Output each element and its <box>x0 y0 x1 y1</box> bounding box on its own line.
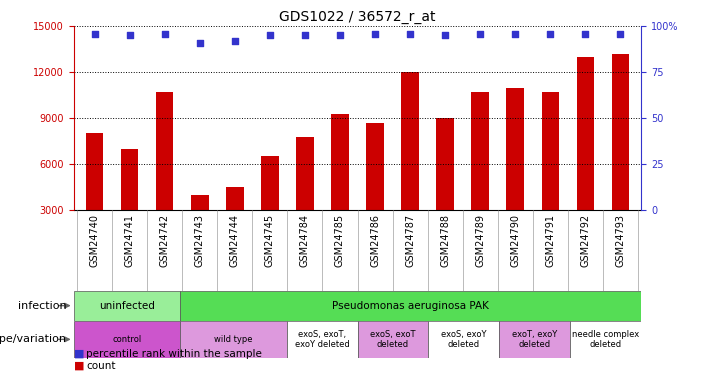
Bar <box>332 114 349 256</box>
Bar <box>261 156 278 256</box>
Text: GSM24785: GSM24785 <box>335 214 345 267</box>
Bar <box>571 321 641 358</box>
Text: exoT, exoY
deleted: exoT, exoY deleted <box>512 330 557 349</box>
Text: GSM24792: GSM24792 <box>580 214 590 267</box>
Point <box>264 33 275 39</box>
Point <box>545 31 556 37</box>
Text: Pseudomonas aeruginosa PAK: Pseudomonas aeruginosa PAK <box>332 301 489 310</box>
Text: ■: ■ <box>74 349 84 358</box>
Bar <box>577 57 594 256</box>
Bar <box>436 118 454 256</box>
Bar <box>402 72 419 256</box>
Bar <box>471 92 489 256</box>
Text: GSM24741: GSM24741 <box>125 214 135 267</box>
Point <box>299 33 311 39</box>
Point <box>580 31 591 37</box>
Text: GSM24784: GSM24784 <box>300 214 310 267</box>
Point <box>475 31 486 37</box>
Point <box>615 31 626 37</box>
Text: GSM24791: GSM24791 <box>545 214 555 267</box>
Text: uninfected: uninfected <box>99 301 155 310</box>
Text: exoS, exoT
deleted: exoS, exoT deleted <box>370 330 416 349</box>
Text: GSM24740: GSM24740 <box>90 214 100 267</box>
Text: GSM24787: GSM24787 <box>405 214 415 267</box>
Text: GSM24790: GSM24790 <box>510 214 520 267</box>
Text: control: control <box>112 335 142 344</box>
Point <box>404 31 416 37</box>
Bar <box>191 195 209 256</box>
Title: GDS1022 / 36572_r_at: GDS1022 / 36572_r_at <box>279 10 436 24</box>
Text: GSM24742: GSM24742 <box>160 214 170 267</box>
Bar <box>180 291 641 321</box>
Text: infection: infection <box>18 301 67 310</box>
Text: count: count <box>86 361 116 370</box>
Bar <box>121 149 139 256</box>
Point <box>510 31 521 37</box>
Bar <box>542 92 559 256</box>
Point <box>194 40 205 46</box>
Point <box>440 33 451 39</box>
Text: GSM24743: GSM24743 <box>195 214 205 267</box>
Bar <box>506 87 524 256</box>
Text: exoS, exoY
deleted: exoS, exoY deleted <box>441 330 486 349</box>
Point <box>229 38 240 44</box>
Text: needle complex
deleted: needle complex deleted <box>572 330 639 349</box>
Text: GSM24744: GSM24744 <box>230 214 240 267</box>
Point <box>89 31 100 37</box>
Bar <box>612 54 629 256</box>
Bar <box>156 92 174 256</box>
Point <box>334 33 346 39</box>
Bar <box>500 321 571 358</box>
Text: wild type: wild type <box>214 335 252 344</box>
Bar <box>180 321 287 358</box>
Bar <box>428 321 499 358</box>
Bar <box>74 291 180 321</box>
Text: GSM24788: GSM24788 <box>440 214 450 267</box>
Bar <box>297 136 314 256</box>
Text: exoS, exoT,
exoY deleted: exoS, exoT, exoY deleted <box>294 330 349 349</box>
Bar <box>86 134 104 256</box>
Bar <box>74 321 180 358</box>
Text: GSM24793: GSM24793 <box>615 214 625 267</box>
Point <box>369 31 381 37</box>
Point <box>159 31 170 37</box>
Text: GSM24786: GSM24786 <box>370 214 380 267</box>
Text: genotype/variation: genotype/variation <box>0 334 67 344</box>
Text: ■: ■ <box>74 361 84 370</box>
Text: percentile rank within the sample: percentile rank within the sample <box>86 349 262 358</box>
Bar <box>287 321 358 358</box>
Bar <box>367 123 384 256</box>
Bar <box>226 187 244 256</box>
Text: GSM24745: GSM24745 <box>265 214 275 267</box>
Text: GSM24789: GSM24789 <box>475 214 485 267</box>
Point <box>124 33 135 39</box>
Bar <box>358 321 428 358</box>
